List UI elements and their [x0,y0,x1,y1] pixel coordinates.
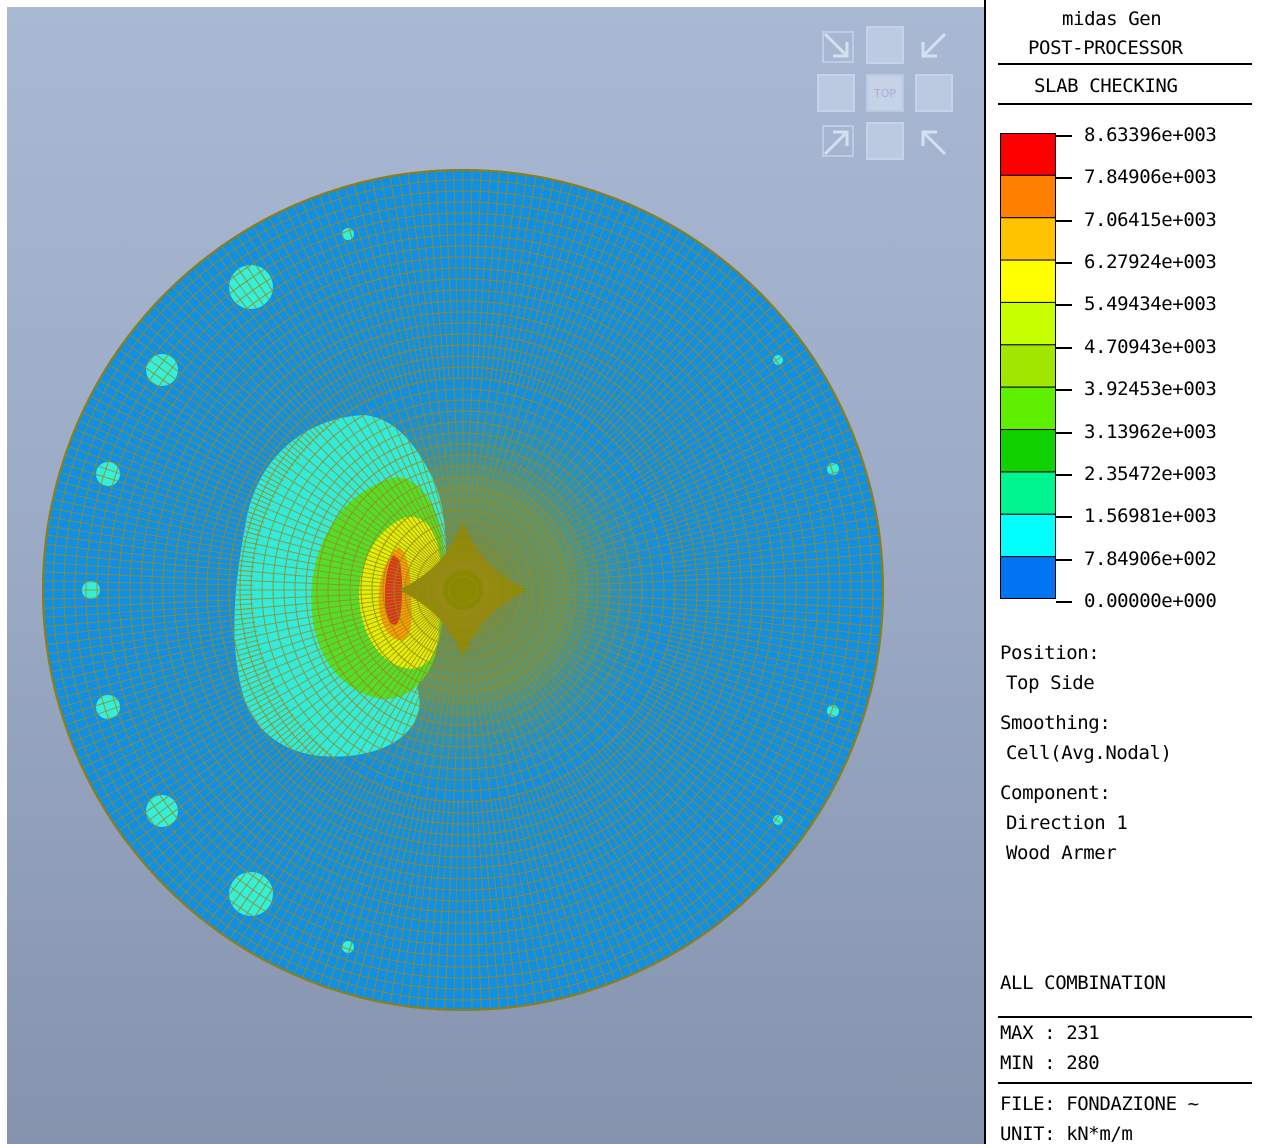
legend-color-band [1000,429,1056,473]
view-cube-corner-ne-icon[interactable] [915,30,949,64]
legend-tick [1056,389,1072,392]
view-cube-back[interactable] [866,26,904,64]
legend-color-band [1000,301,1056,346]
legend-value: 0.00000e+000 [1084,590,1217,612]
center-column-zone [399,522,527,657]
legend-value: 3.92453e+003 [1084,378,1217,401]
legend-value: 8.63396e+003 [1084,124,1217,146]
slab-contour-model[interactable] [7,7,984,1144]
app-name: midas Gen [1062,8,1162,30]
legend-value: 7.84906e+002 [1084,547,1217,570]
legend-tick [1056,431,1072,434]
legend-tick [1056,219,1072,222]
smoothing-value: Cell(Avg.Nodal) [1006,742,1172,764]
combination-label: ALL COMBINATION [1000,972,1166,994]
legend-color-band [1000,386,1056,431]
legend-tick [1056,262,1072,265]
position-label: Position: [1000,642,1100,664]
legend-tick [1056,135,1072,137]
legend-value: 7.84906e+003 [1084,166,1217,189]
view-cube-corner-se-icon[interactable] [915,124,949,158]
divider [998,103,1252,105]
legend-tick [1056,177,1072,180]
legend-value: 2.35472e+003 [1084,462,1217,485]
view-cube-face-label: TOP [873,86,896,100]
component-label: Component: [1000,782,1111,804]
legend-value: 5.49434e+003 [1084,293,1217,316]
legend-color-band [1000,217,1056,261]
legend-tick [1056,346,1072,349]
divider [998,63,1252,65]
legend-color-band [1000,344,1056,388]
legend-value: 4.70943e+003 [1084,335,1217,358]
legend-tick [1056,601,1072,603]
view-cube-front[interactable] [866,122,904,160]
legend-value: 3.13962e+003 [1084,420,1217,443]
view-cube-corner-nw-icon[interactable] [821,30,855,64]
file-name: FILE: FONDAZIONE ~ [1000,1093,1199,1115]
result-type-title: SLAB CHECKING [1034,75,1178,97]
component-value-direction: Direction 1 [1006,812,1128,834]
legend-value: 1.56981e+003 [1084,505,1217,528]
divider [998,1016,1252,1018]
view-cube-top-face[interactable]: TOP [866,74,904,112]
view-cube-right[interactable] [915,74,953,112]
result-legend-panel: midas Gen POST-PROCESSOR SLAB CHECKING 8… [984,0,1261,1144]
position-value: Top Side [1006,672,1095,694]
legend-color-band [1000,513,1056,558]
legend-color-band [1000,556,1056,599]
min-element: MIN : 280 [1000,1052,1100,1074]
mesh-spokes [43,170,883,1010]
legend-color-band [1000,259,1056,303]
view-cube[interactable]: TOP [815,24,955,164]
legend-value: 6.27924e+003 [1084,251,1217,274]
mode-title: POST-PROCESSOR [1028,37,1183,59]
model-viewport[interactable]: TOP [7,7,984,1144]
legend-value: 7.06415e+003 [1084,208,1217,231]
unit-label: UNIT: kN*m/m [1000,1123,1133,1144]
max-element: MAX : 231 [1000,1022,1100,1044]
legend-color-band [1000,471,1056,515]
divider [998,1082,1252,1084]
smoothing-label: Smoothing: [1000,712,1111,734]
color-legend-bar [1000,133,1056,599]
legend-color-band [1000,174,1056,219]
component-value-method: Wood Armer [1006,842,1117,864]
legend-tick [1056,473,1072,476]
legend-color-band [1000,133,1056,176]
legend-tick [1056,304,1072,307]
view-cube-left[interactable] [817,74,855,112]
legend-tick [1056,558,1072,561]
legend-tick [1056,516,1072,519]
view-cube-corner-sw-icon[interactable] [821,124,855,158]
